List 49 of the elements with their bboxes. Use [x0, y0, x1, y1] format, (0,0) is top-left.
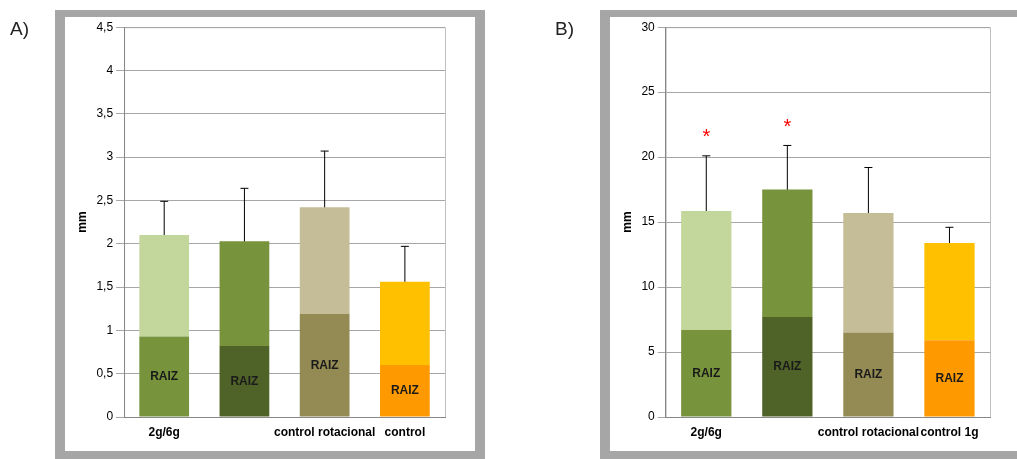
x-tick-label: control	[384, 425, 426, 440]
y-tick-label: 20	[641, 149, 656, 164]
data-label: RAIZ	[310, 357, 339, 372]
bar	[924, 340, 975, 417]
bar	[843, 213, 894, 333]
y-axis-title: mm	[619, 211, 634, 233]
bar	[681, 211, 732, 330]
bar	[380, 365, 430, 417]
bar	[380, 281, 430, 366]
data-label: RAIZ	[390, 383, 419, 398]
bar	[924, 242, 975, 341]
annotation: *	[702, 125, 711, 148]
y-tick-label: 0,5	[96, 366, 114, 380]
data-label: RAIZ	[935, 370, 964, 385]
y-tick-label: 25	[641, 84, 656, 99]
data-label: RAIZ	[854, 367, 883, 382]
data-label: RAIZ	[773, 359, 802, 374]
y-tick-label: 4,5	[96, 19, 114, 34]
bar	[299, 207, 350, 314]
y-axis-title: mm	[74, 211, 89, 233]
y-tick-label: 2	[106, 236, 114, 251]
chart-title: B)	[555, 18, 574, 40]
y-tick-label: 0	[106, 409, 114, 424]
x-tick-label: control 1g	[920, 425, 979, 440]
y-tick-label: 3	[106, 149, 114, 164]
x-tick-label: control rotacional	[817, 425, 920, 440]
annotation: *	[783, 114, 792, 137]
bar	[762, 316, 813, 417]
x-tick-label: 2g/6g	[148, 425, 180, 440]
bar	[843, 332, 894, 417]
data-label: RAIZ	[692, 365, 721, 380]
y-tick-label: 3,5	[96, 106, 114, 121]
y-tick-label: 10	[641, 279, 656, 294]
x-tick-label: control rotacional	[273, 425, 376, 440]
chart-title: A)	[10, 18, 29, 40]
bar	[299, 313, 350, 417]
y-tick-label: 2,5	[96, 192, 114, 207]
x-tick-label: 2g/6g	[690, 425, 722, 440]
bar	[139, 235, 190, 337]
y-tick-label: 0	[648, 409, 656, 424]
y-tick-label: 4	[106, 62, 114, 77]
bar	[219, 345, 270, 417]
y-tick-label: 1,5	[96, 279, 114, 294]
data-label: RAIZ	[150, 369, 179, 384]
y-tick-label: 5	[648, 344, 656, 359]
data-label: RAIZ	[230, 373, 259, 388]
y-tick-label: 30	[641, 19, 656, 34]
y-tick-label: 15	[641, 214, 656, 229]
y-tick-label: 1	[106, 322, 114, 337]
